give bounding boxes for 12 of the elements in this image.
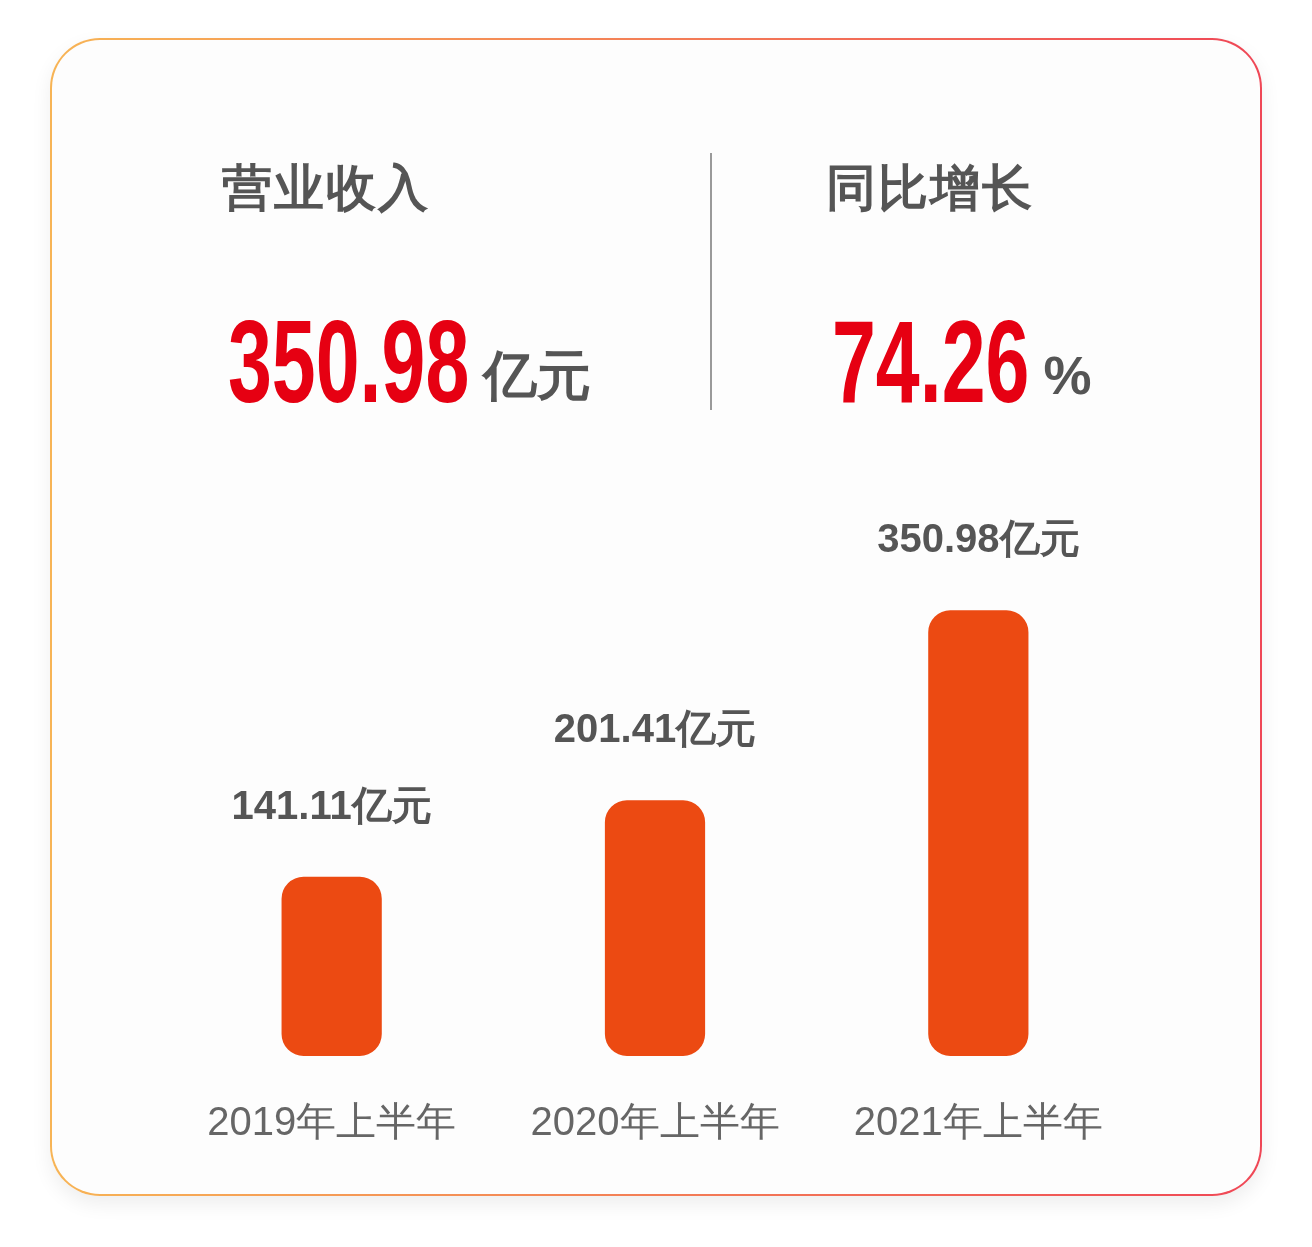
data-label: 350.98亿元 [877,516,1080,561]
text: 亿元 [483,345,592,405]
x-tick-label: 2021年上半年 [853,1099,1103,1144]
text: 74.26 [832,297,1030,427]
text: 350.98 [228,297,470,427]
text: 同比增长 [826,159,1034,218]
x-tick-label: 2020年上半年 [530,1099,780,1144]
data-label: 201.41亿元 [553,706,757,751]
data-label: 141.11亿元 [231,782,432,827]
x-tick-label: 2019年上半年 [207,1099,457,1144]
text: % [1043,345,1092,405]
text: 营业收入 [222,159,430,218]
